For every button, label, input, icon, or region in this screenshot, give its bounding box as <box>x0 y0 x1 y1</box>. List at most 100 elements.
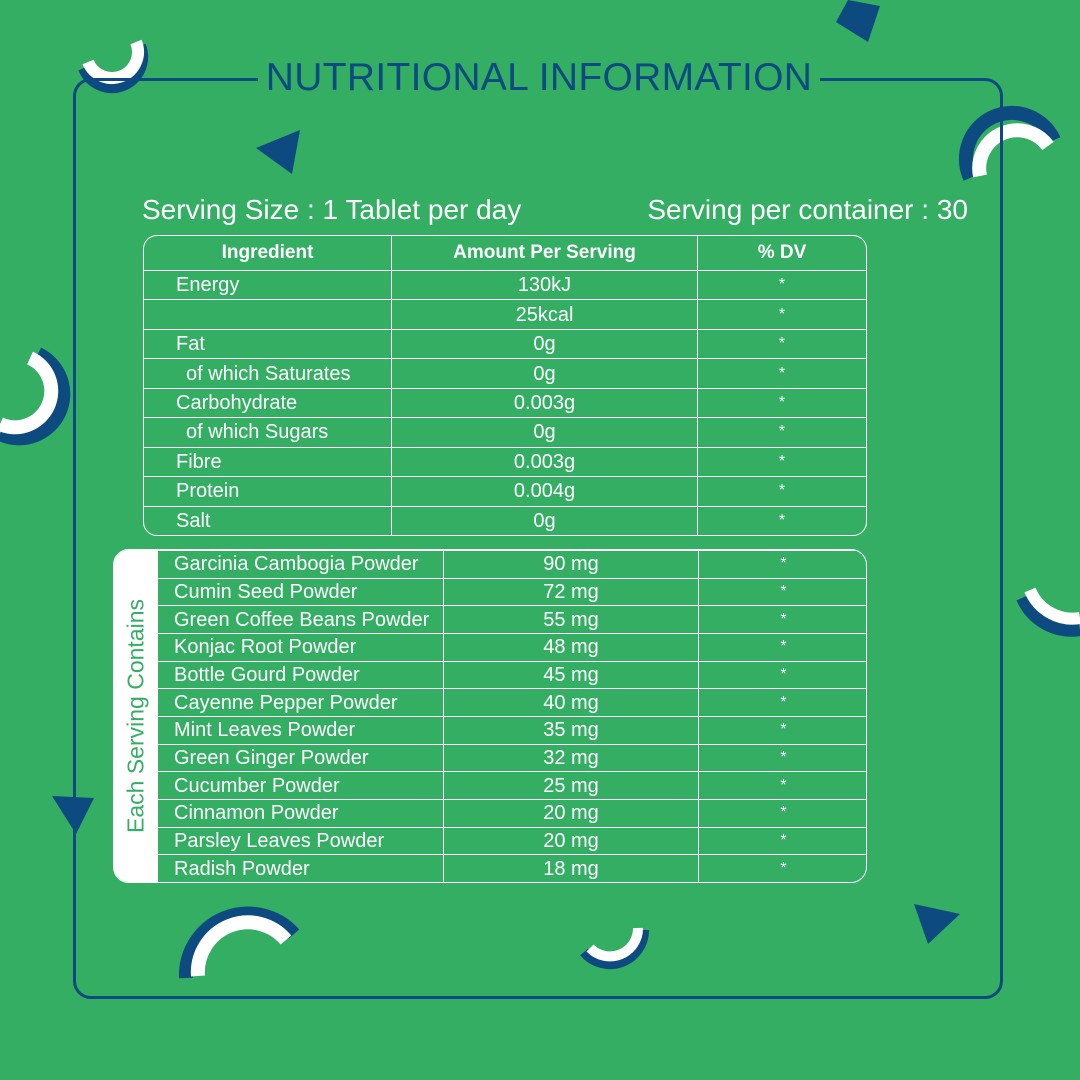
ingredient-name: Green Ginger Powder <box>158 743 444 773</box>
nutrient-name <box>144 299 392 330</box>
nutrient-name: Energy <box>144 269 392 301</box>
table-row: Carbohydrate 0.003g * <box>144 387 866 419</box>
nutrient-name: Fibre <box>144 446 392 478</box>
side-label-panel: Each Serving Contains <box>114 550 158 882</box>
nutrient-dv: * <box>697 387 866 419</box>
nutrient-name: of which Sugars <box>144 417 392 448</box>
table-row: Green Ginger Powder 32 mg * <box>158 743 866 773</box>
ingredient-amount: 20 mg <box>443 826 699 856</box>
nutrient-dv: * <box>697 476 866 507</box>
page-title: NUTRITIONAL INFORMATION <box>258 52 820 104</box>
table-row: Bottle Gourd Powder 45 mg * <box>158 660 866 690</box>
ingredient-name: Cinnamon Powder <box>158 798 444 828</box>
ingredient-amount: 48 mg <box>443 632 699 662</box>
nutrient-dv: * <box>697 446 866 478</box>
ingredient-amount: 55 mg <box>443 605 699 634</box>
table-row: Radish Powder 18 mg * <box>158 854 866 882</box>
nutrient-dv: * <box>697 358 866 389</box>
nutrient-dv: * <box>697 299 866 330</box>
ingredient-dv: * <box>698 550 866 579</box>
nutrient-amount: 0.003g <box>391 446 698 478</box>
table-row: Cinnamon Powder 20 mg * <box>158 798 866 828</box>
ingredient-amount: 32 mg <box>443 743 699 773</box>
serving-size: Serving Size : 1 Tablet per day <box>142 194 522 225</box>
nutrient-dv: * <box>697 505 866 535</box>
ingredient-dv: * <box>698 798 866 828</box>
ingredient-dv: * <box>698 826 866 856</box>
nutrition-table: Ingredient Amount Per Serving % DV Energ… <box>143 235 867 536</box>
column-header: % DV <box>697 236 866 271</box>
ingredients-table: Each Serving Contains Garcinia Cambogia … <box>113 549 867 883</box>
table-row: Energy 130kJ * <box>144 269 866 301</box>
ingredient-name: Mint Leaves Powder <box>158 715 444 745</box>
ingredient-amount: 90 mg <box>443 550 699 579</box>
nutrient-amount: 0g <box>391 417 698 448</box>
ingredient-name: Cucumber Powder <box>158 771 444 800</box>
ingredient-name: Bottle Gourd Powder <box>158 660 444 690</box>
nutrient-name: Protein <box>144 476 392 507</box>
ingredient-name: Green Coffee Beans Powder <box>158 605 444 634</box>
nutrient-dv: * <box>697 328 866 360</box>
nutrient-amount: 0.004g <box>391 476 698 507</box>
ingredient-name: Konjac Root Powder <box>158 632 444 662</box>
nutrient-amount: 0g <box>391 358 698 389</box>
ingredient-name: Cumin Seed Powder <box>158 577 444 607</box>
ingredient-dv: * <box>698 854 866 882</box>
nutrient-amount: 0.003g <box>391 387 698 419</box>
ingredient-name: Garcinia Cambogia Powder <box>158 550 444 579</box>
servings-per-container: Serving per container : 30 <box>647 194 968 225</box>
table-row: Cayenne Pepper Powder 40 mg * <box>158 688 866 717</box>
nutrient-name: Salt <box>144 505 392 535</box>
arc-shape <box>0 347 71 446</box>
ingredient-dv: * <box>698 715 866 745</box>
table-row: Green Coffee Beans Powder 55 mg * <box>158 605 866 634</box>
ingredient-dv: * <box>698 605 866 634</box>
table-header-row: Ingredient Amount Per Serving % DV <box>144 236 866 271</box>
ingredient-amount: 72 mg <box>443 577 699 607</box>
table-row: Salt 0g * <box>144 505 866 535</box>
side-label: Each Serving Contains <box>122 599 149 833</box>
nutrient-name: Carbohydrate <box>144 387 392 419</box>
ingredient-dv: * <box>698 743 866 773</box>
table-row: Fat 0g * <box>144 328 866 360</box>
ingredient-name: Radish Powder <box>158 854 444 882</box>
ingredient-amount: 18 mg <box>443 854 699 882</box>
ingredient-name: Cayenne Pepper Powder <box>158 688 444 717</box>
table-row: Konjac Root Powder 48 mg * <box>158 632 866 662</box>
table-row: Fibre 0.003g * <box>144 446 866 478</box>
nutrient-name: of which Saturates <box>144 358 392 389</box>
nutrient-dv: * <box>697 417 866 448</box>
column-header: Ingredient <box>144 236 392 271</box>
ingredient-dv: * <box>698 771 866 800</box>
table-row: Protein 0.004g * <box>144 476 866 507</box>
table-row: Garcinia Cambogia Powder 90 mg * <box>158 550 866 579</box>
ingredient-amount: 40 mg <box>443 688 699 717</box>
ingredient-amount: 35 mg <box>443 715 699 745</box>
ingredient-dv: * <box>698 632 866 662</box>
column-header: Amount Per Serving <box>391 236 698 271</box>
nutrient-amount: 130kJ <box>391 269 698 301</box>
table-row: of which Saturates 0g * <box>144 358 866 389</box>
arc-shape <box>1016 587 1080 637</box>
table-row: Cumin Seed Powder 72 mg * <box>158 577 866 607</box>
nutrient-amount: 0g <box>391 328 698 360</box>
triangle-shape <box>256 130 300 174</box>
nutrient-dv: * <box>697 269 866 301</box>
ingredient-amount: 20 mg <box>443 798 699 828</box>
table-row: Mint Leaves Powder 35 mg * <box>158 715 866 745</box>
ingredient-dv: * <box>698 660 866 690</box>
nutrient-name: Fat <box>144 328 392 360</box>
triangle-shape <box>914 904 960 944</box>
triangle-shape <box>836 0 880 42</box>
arc-shape <box>580 927 650 970</box>
table-row: Cucumber Powder 25 mg * <box>158 771 866 800</box>
table-row: of which Sugars 0g * <box>144 417 866 448</box>
ingredient-amount: 25 mg <box>443 771 699 800</box>
ingredient-dv: * <box>698 577 866 607</box>
ingredient-amount: 45 mg <box>443 660 699 690</box>
arc-shape <box>178 906 300 979</box>
nutrient-amount: 0g <box>391 505 698 535</box>
nutrient-amount: 25kcal <box>391 299 698 330</box>
